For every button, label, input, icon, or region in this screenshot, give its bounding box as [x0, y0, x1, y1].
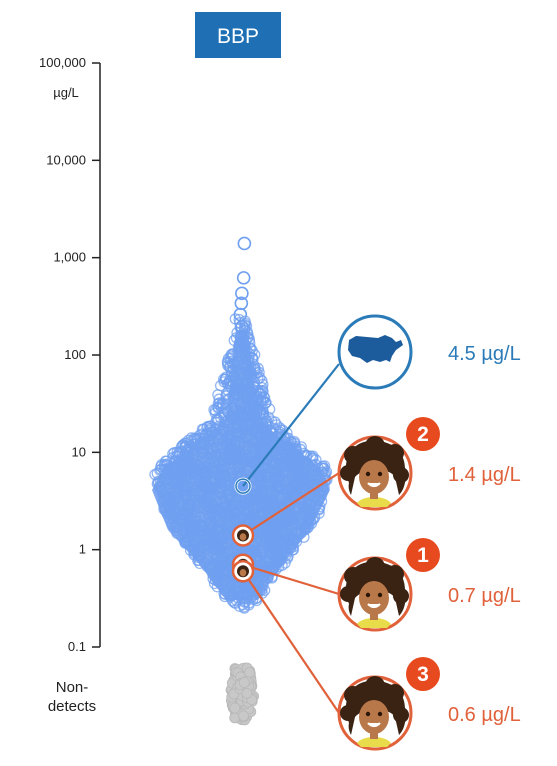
- outlier-point: [235, 286, 249, 301]
- rank-badge: [406, 657, 440, 691]
- y-tick-label: 1: [79, 542, 86, 557]
- callout-connector: [242, 563, 340, 596]
- person-face-icon: [338, 434, 411, 509]
- data-point: [238, 602, 251, 614]
- outlier-points: [233, 236, 252, 334]
- rank-badge-number: 1: [417, 544, 429, 567]
- nondetects-label-line1: Non-: [56, 679, 89, 696]
- callout-connector: [242, 363, 340, 487]
- y-tick-label: 0.1: [68, 639, 86, 654]
- data-point: [212, 413, 225, 426]
- y-unit-label: µg/L: [53, 85, 79, 100]
- chart-title: BBP: [195, 12, 281, 58]
- nondetect-point: [229, 702, 241, 714]
- value-label: 4.5 µg/L: [448, 343, 521, 365]
- person-face-icon: [338, 555, 411, 630]
- nondetect-point: [238, 710, 250, 722]
- rank-badge: [406, 538, 440, 572]
- outlier-point: [235, 319, 249, 334]
- nondetect-point: [229, 712, 241, 724]
- value-label: 1.4 µg/L: [448, 464, 521, 486]
- person-marker: [231, 560, 255, 583]
- callout-p2: 2 1.4 µg/L: [231, 417, 521, 547]
- callout-us: 4.5 µg/L: [234, 314, 521, 495]
- distribution-swarm: [149, 313, 333, 614]
- callout-connector: [242, 472, 340, 537]
- person-marker: [231, 524, 255, 547]
- data-point: [212, 389, 224, 401]
- distribution-core: [152, 330, 330, 600]
- y-tick-label: 1,000: [53, 250, 86, 265]
- rank-badge: [406, 417, 440, 451]
- nondetect-point: [238, 677, 250, 688]
- y-tick-label: 10,000: [46, 152, 86, 167]
- callout-p3: 3 0.6 µg/L: [231, 560, 521, 751]
- callout-connector: [242, 570, 340, 714]
- outlier-point: [236, 271, 251, 285]
- y-tick-label: 10: [72, 444, 86, 459]
- nondetect-swarm: [225, 662, 260, 726]
- us-map-icon: [348, 335, 403, 363]
- us-marker-ring: [235, 478, 251, 494]
- rank-badge-number: 3: [417, 663, 429, 686]
- data-point: [233, 600, 246, 612]
- value-label: 0.6 µg/L: [448, 704, 521, 726]
- rank-badge-number: 2: [417, 423, 429, 446]
- outlier-point: [237, 236, 252, 251]
- nondetects-label-line2: detects: [48, 698, 96, 715]
- highlight-callouts: 4.5 µg/L 2 1.4 µg/L 1 0.7 µg/L 3 0.6 µg/L: [231, 314, 521, 751]
- y-axis: µg/L 100,000 10,000 1,000 100 10 1 0.1: [39, 55, 101, 654]
- y-tick-label: 100,000: [39, 55, 86, 70]
- title-background: [195, 12, 281, 58]
- person-face-icon: [338, 674, 411, 749]
- y-tick-label: 100: [64, 347, 86, 362]
- title-text: BBP: [217, 25, 259, 48]
- nondetect-point: [241, 688, 253, 699]
- callout-p1: 1 0.7 µg/L: [231, 538, 521, 632]
- value-label: 0.7 µg/L: [448, 585, 521, 607]
